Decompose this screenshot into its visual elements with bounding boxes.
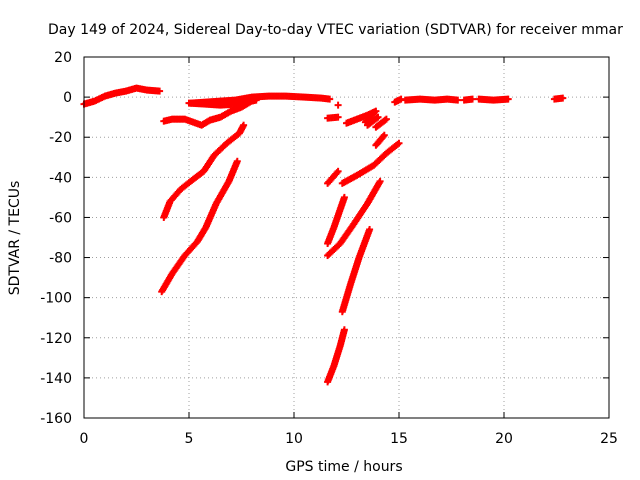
series-sat-f [158, 157, 241, 296]
y-tick-label: 20 [54, 50, 72, 66]
series-sat-x [550, 94, 567, 103]
series-sat-o [338, 139, 403, 187]
x-tick-label: 15 [390, 431, 408, 447]
plot-frame [83, 56, 610, 419]
x-tick-label: 20 [495, 431, 513, 447]
grid-lines [84, 57, 609, 418]
x-tick-label: 10 [285, 431, 303, 447]
x-tick-label: 25 [600, 431, 618, 447]
series-sat-h [334, 101, 342, 109]
y-tick-label: -60 [49, 210, 72, 226]
series-sat-w [475, 95, 512, 104]
series-sat-d [185, 96, 260, 109]
y-tick-label: -140 [40, 371, 72, 387]
y-axis-label: SDTVAR / TECUs [7, 181, 23, 296]
series-sat-p [324, 193, 348, 248]
series-sat-n [324, 167, 342, 187]
y-tick-label: -120 [40, 331, 72, 347]
series-sat-a [80, 84, 164, 108]
y-tick-label: -100 [40, 291, 72, 307]
series-sat-s [324, 326, 348, 386]
x-axis-label: GPS time / hours [285, 459, 402, 475]
axes: 20 0 -20 -40 -60 -80 -100 -120 -140 -160 0 5 10 15 20 2… [40, 50, 618, 447]
series-sat-r [338, 225, 374, 316]
data-points [80, 84, 567, 386]
y-tick-label: -160 [40, 411, 72, 427]
series-sat-l [372, 115, 390, 131]
x-tick-label: 0 [80, 431, 89, 447]
series-sat-k [364, 113, 382, 129]
series-sat-e [160, 121, 248, 221]
y-tick-label: -20 [49, 130, 72, 146]
series-sat-u [401, 95, 462, 104]
chart-title: Day 149 of 2024, Sidereal Day-to-day VTE… [48, 22, 623, 38]
series-sat-g [324, 113, 342, 122]
series-sat-v [460, 95, 476, 104]
series-sat-m [372, 131, 388, 149]
series-sat-q [324, 177, 384, 260]
y-tick-label: -40 [49, 170, 72, 186]
y-tick-label: 0 [63, 90, 72, 106]
x-tick-label: 5 [185, 431, 194, 447]
y-tick-label: -80 [49, 251, 72, 267]
